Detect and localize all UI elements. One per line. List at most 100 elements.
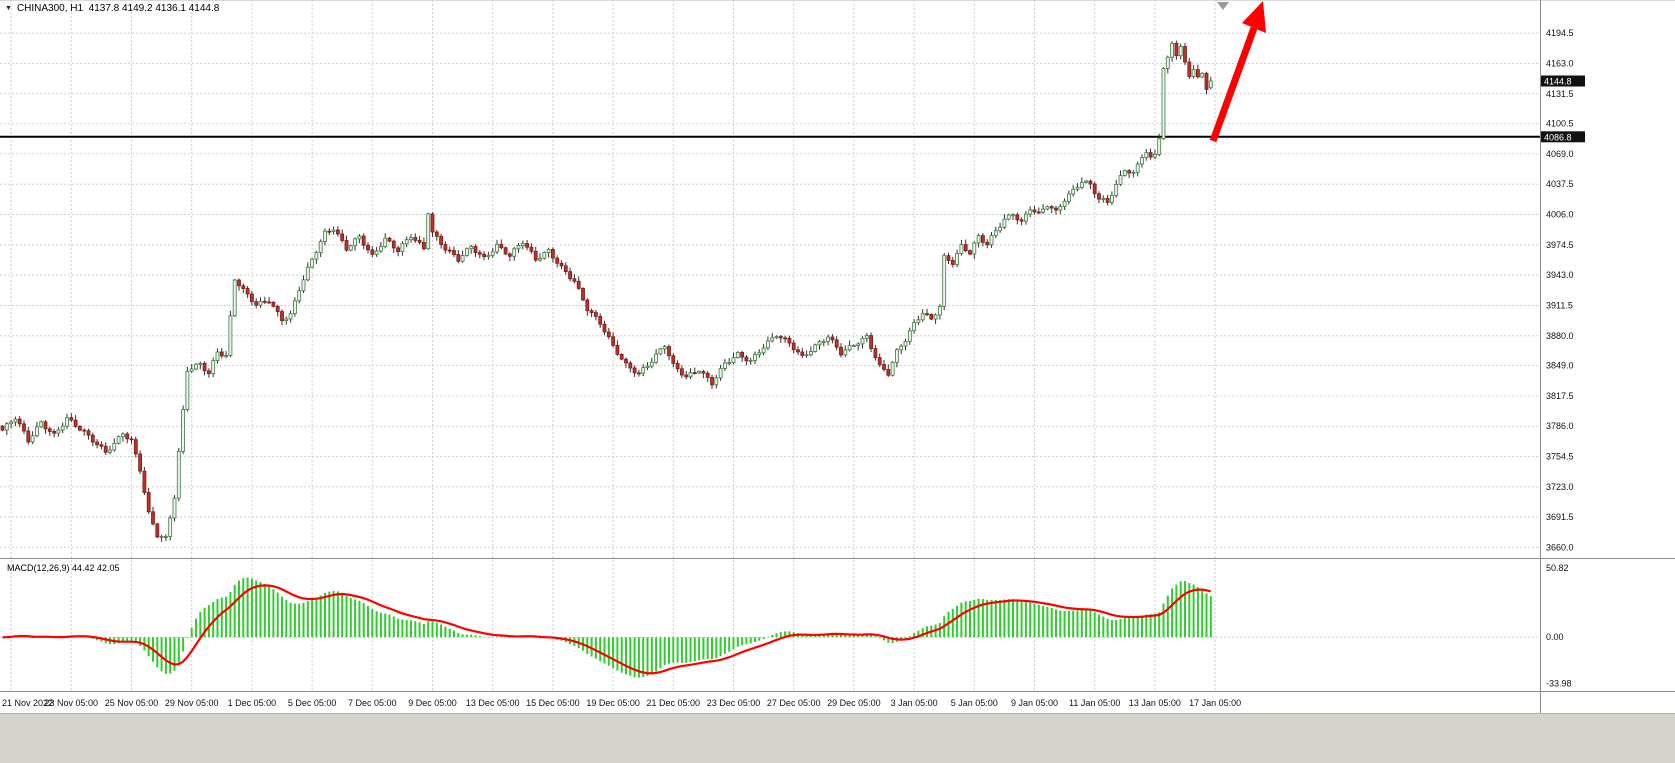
candle-body <box>357 235 362 240</box>
candle-body <box>589 310 594 313</box>
candle-body <box>1049 206 1054 209</box>
candle-body <box>421 241 426 250</box>
candle-body <box>976 235 981 244</box>
candle-body <box>1204 72 1209 90</box>
candle-body <box>546 248 551 253</box>
time-axis-label: 23 Dec 05:00 <box>707 698 761 708</box>
candle-body <box>1075 187 1080 190</box>
candle-body <box>572 278 577 282</box>
candle-body <box>1118 175 1123 185</box>
symbol-dropdown-icon[interactable]: ▼ <box>5 5 12 12</box>
macd-axis[interactable]: 50.82 0.00 -33.98 <box>1546 563 1572 688</box>
candle-body <box>129 438 134 441</box>
candle-body <box>172 497 177 519</box>
candle-body <box>202 362 207 372</box>
price-axis-label: 4037.5 <box>1546 179 1574 189</box>
candle-body <box>400 243 405 253</box>
price-axis[interactable]: 4194.5 4163.0 4131.5 4100.5 4069.0 4037.5 4006… <box>1546 28 1574 552</box>
candle-body <box>1196 69 1200 78</box>
candle-body <box>22 423 26 432</box>
candle-body <box>1028 209 1033 215</box>
candle-body <box>770 337 775 342</box>
candle-body <box>981 235 985 243</box>
candles-layer <box>0 40 1213 542</box>
candle-body <box>675 362 680 370</box>
candle-body <box>662 346 667 350</box>
candle-body <box>426 213 431 250</box>
candle-body <box>761 347 766 354</box>
candle-body <box>176 450 181 499</box>
time-axis-label: 1 Dec 05:00 <box>228 698 277 708</box>
time-axis-label: 29 Dec 05:00 <box>827 698 881 708</box>
candle-body <box>1019 219 1024 222</box>
candle-body <box>1157 138 1162 155</box>
candle-body <box>1178 46 1183 57</box>
candle-body <box>1161 68 1166 140</box>
candle-body <box>1058 206 1063 211</box>
candle-body <box>69 417 74 421</box>
candle-body <box>155 523 160 538</box>
candle-body <box>1067 193 1071 202</box>
candle-body <box>864 335 869 339</box>
candle-body <box>520 243 525 247</box>
candle-body <box>551 248 555 259</box>
candle-body <box>353 238 358 247</box>
candle-body <box>658 348 663 355</box>
candle-body <box>998 226 1002 232</box>
candle-body <box>499 243 504 249</box>
candle-body <box>714 377 719 386</box>
candle-body <box>4 423 9 431</box>
candle-body <box>929 314 934 320</box>
candle-body <box>301 279 306 292</box>
price-axis-label: 3817.5 <box>1546 391 1574 401</box>
time-axis-label: 3 Jan 05:00 <box>891 698 938 708</box>
candle-body <box>249 293 254 303</box>
candle-body <box>787 337 792 344</box>
candle-body <box>594 312 598 317</box>
candle-body <box>39 421 44 428</box>
last-price-badge: 4144.8 <box>1544 77 1572 87</box>
candle-body <box>783 337 787 340</box>
candle-body <box>916 319 921 323</box>
candle-body <box>1114 183 1119 196</box>
candle-body <box>47 428 52 432</box>
candle-body <box>1062 200 1067 207</box>
candle-body <box>439 235 444 245</box>
candle-body <box>292 300 297 314</box>
chart-header: ▼ CHINA300, H1 4137.8 4149.2 4136.1 4144… <box>5 3 219 14</box>
time-axis-label: 15 Dec 05:00 <box>526 698 580 708</box>
candle-body <box>434 231 439 237</box>
price-axis-label: 4100.5 <box>1546 119 1574 129</box>
candle-body <box>895 349 899 363</box>
trend-arrow-head[interactable] <box>1242 1 1266 33</box>
hline-price-badge: 4086.8 <box>1544 132 1572 142</box>
candle-body <box>121 433 125 437</box>
candle-body <box>680 368 684 376</box>
time-axis-label: 13 Jan 05:00 <box>1129 698 1181 708</box>
candle-body <box>138 453 143 472</box>
price-axis-label: 3911.5 <box>1546 300 1573 310</box>
candle-body <box>361 235 366 246</box>
candle-body <box>710 377 714 386</box>
candle-body <box>963 244 968 252</box>
candle-body <box>555 257 560 264</box>
macd-indicator-label: MACD(12,26,9) 44.42 42.05 <box>7 563 120 573</box>
candle-body <box>907 330 912 342</box>
candle-body <box>194 363 198 370</box>
trend-arrow-shaft[interactable] <box>1209 26 1258 143</box>
candle-body <box>473 246 478 254</box>
candle-body <box>649 361 654 367</box>
candle-body <box>228 315 233 356</box>
candle-body <box>275 305 280 312</box>
candle-body <box>667 346 671 357</box>
candle-body <box>1191 69 1196 77</box>
macd-axis-label: 50.82 <box>1546 563 1569 573</box>
candle-body <box>1036 211 1041 214</box>
trend-arrow[interactable] <box>1209 1 1266 143</box>
candle-body <box>60 425 65 431</box>
grid-lines <box>0 0 1540 691</box>
time-axis-label: 21 Nov 2022 <box>2 698 53 708</box>
candle-body <box>344 240 349 251</box>
